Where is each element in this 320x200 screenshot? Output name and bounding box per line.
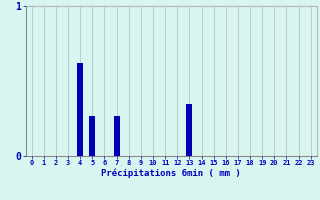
Bar	[89, 116, 95, 156]
X-axis label: Précipitations 6min ( mm ): Précipitations 6min ( mm )	[101, 169, 241, 178]
Bar	[186, 104, 192, 156]
Bar	[114, 116, 120, 156]
Bar	[77, 63, 83, 156]
